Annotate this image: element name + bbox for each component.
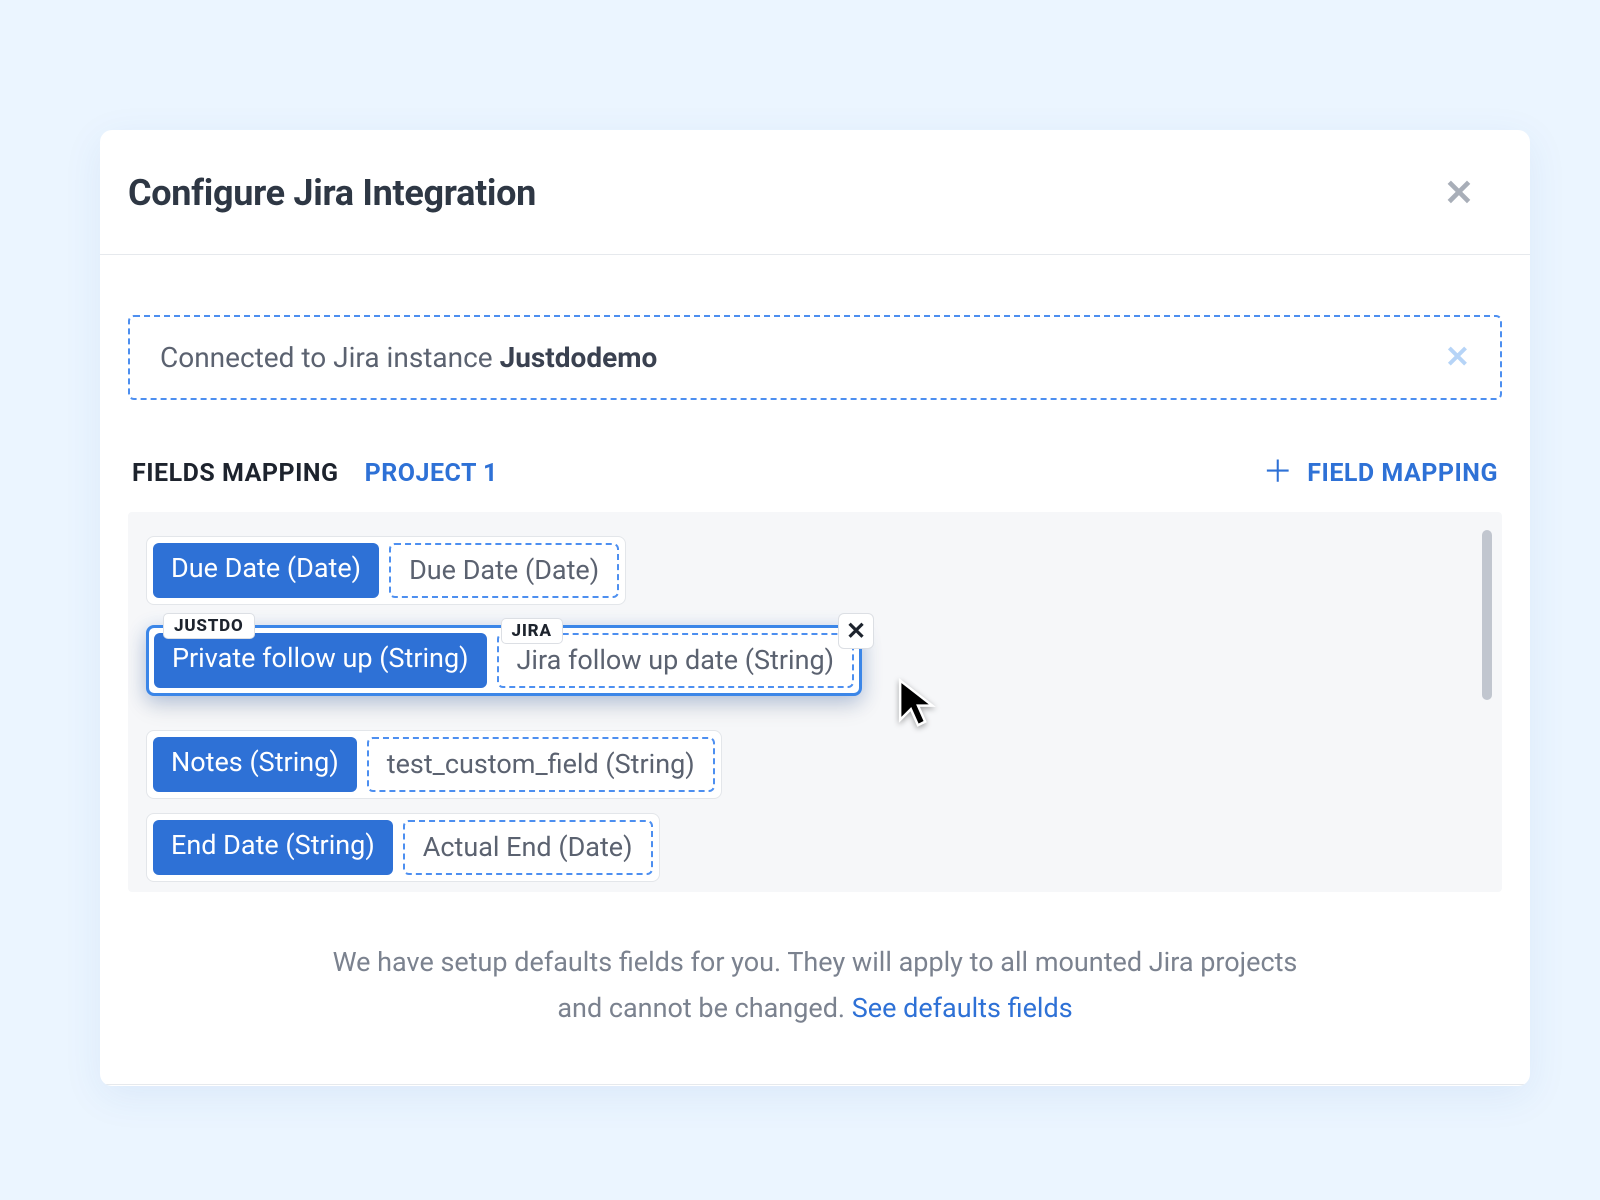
- modal-title: Configure Jira Integration: [128, 172, 536, 214]
- banner-dismiss-icon[interactable]: ✕: [1445, 343, 1470, 373]
- mapping-row: Notes (String) test_custom_field (String…: [146, 730, 1484, 813]
- remove-mapping-button[interactable]: ✕: [838, 613, 874, 649]
- mapping-row: JUSTDO Private follow up (String) JIRA J…: [146, 625, 862, 710]
- jira-badge: JIRA: [501, 618, 563, 644]
- justdo-field-chip: End Date (String): [153, 820, 393, 875]
- justdo-field-chip: Due Date (Date): [153, 543, 379, 598]
- add-field-mapping-button[interactable]: ＋ FIELD MAPPING: [1263, 458, 1498, 488]
- justdo-field-chip: Notes (String): [153, 737, 357, 792]
- mapping-list: Due Date (Date) Due Date (Date) JUSTDO P…: [128, 512, 1502, 892]
- mapping-pair[interactable]: End Date (String) Actual End (Date): [146, 813, 660, 882]
- modal-header: Configure Jira Integration ✕: [100, 130, 1530, 255]
- jira-field-chip: test_custom_field (String): [367, 737, 715, 792]
- connection-banner: Connected to Jira instance Justdodemo ✕: [128, 315, 1502, 400]
- mapping-pair-focused[interactable]: JUSTDO Private follow up (String) JIRA J…: [146, 625, 862, 696]
- configure-jira-modal: Configure Jira Integration ✕ Connected t…: [100, 130, 1530, 1086]
- tab-fields-mapping[interactable]: FIELDS MAPPING: [132, 459, 339, 488]
- tabs: FIELDS MAPPING PROJECT 1: [132, 459, 498, 488]
- justdo-field-chip: Private follow up (String): [154, 633, 487, 688]
- help-text: We have setup defaults fields for you. T…: [128, 940, 1502, 1084]
- tabs-row: FIELDS MAPPING PROJECT 1 ＋ FIELD MAPPING: [128, 458, 1502, 488]
- plus-icon: ＋: [1263, 458, 1294, 488]
- justdo-badge: JUSTDO: [163, 613, 255, 639]
- close-icon[interactable]: ✕: [1444, 175, 1474, 211]
- connection-text: Connected to Jira instance Justdodemo: [160, 341, 657, 374]
- jira-field-chip: Actual End (Date): [403, 820, 653, 875]
- modal-body: Connected to Jira instance Justdodemo ✕ …: [100, 255, 1530, 1084]
- scrollbar[interactable]: [1482, 530, 1492, 700]
- jira-field-chip: Due Date (Date): [389, 543, 619, 598]
- mapping-row: End Date (String) Actual End (Date): [146, 813, 1484, 882]
- connection-prefix: Connected to Jira instance: [160, 341, 500, 374]
- see-defaults-link[interactable]: See defaults fields: [852, 992, 1073, 1024]
- cursor-icon: [896, 677, 940, 727]
- connection-instance-name: Justdodemo: [500, 341, 658, 374]
- mapping-pair[interactable]: Due Date (Date) Due Date (Date): [146, 536, 626, 605]
- mapping-pair[interactable]: Notes (String) test_custom_field (String…: [146, 730, 722, 799]
- modal-footer-divider: [100, 1084, 1530, 1086]
- add-field-mapping-label: FIELD MAPPING: [1307, 459, 1498, 488]
- help-text-body: We have setup defaults fields for you. T…: [333, 946, 1298, 1024]
- tab-project-1[interactable]: PROJECT 1: [365, 459, 498, 488]
- mapping-row: Due Date (Date) Due Date (Date): [146, 536, 1484, 619]
